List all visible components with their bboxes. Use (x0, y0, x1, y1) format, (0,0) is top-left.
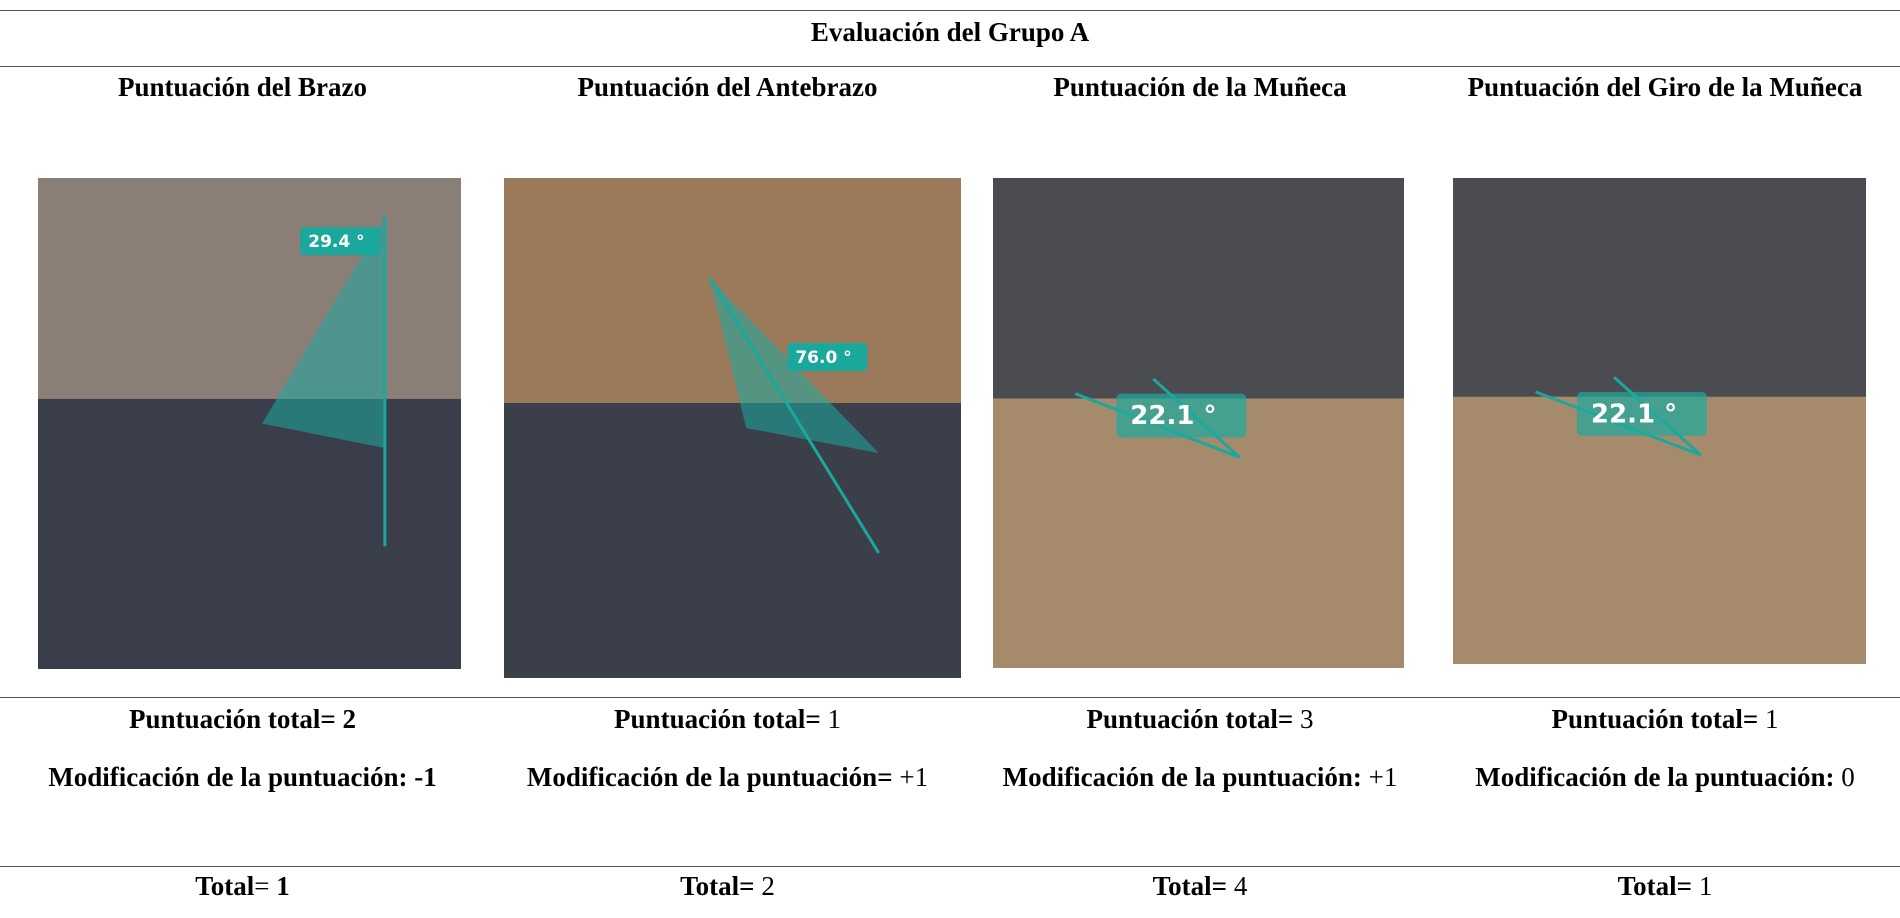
cell-text: 0 (1841, 762, 1855, 792)
table-cell: Puntuación total= 2 (10, 692, 475, 746)
angle-label: 76.0 ° (795, 348, 851, 368)
cell-text: Puntuación total= 2 (129, 704, 356, 734)
angle-box (1116, 393, 1247, 438)
cell-text: Modificación de la puntuación: -1 (48, 762, 437, 792)
table-cell: Total= 4 (980, 859, 1420, 913)
photo-region (504, 403, 961, 678)
cell-text: Total (195, 871, 255, 901)
table-cell: Total= 1 (1440, 859, 1890, 913)
angle-wedge (709, 278, 879, 453)
rule (0, 697, 1900, 698)
cell-text: Modificación de la puntuación= (526, 762, 900, 792)
column-header: Puntuación del Brazo (117, 72, 367, 102)
column-header: Puntuación de la Muñeca (1053, 72, 1347, 102)
table-cell: Modificación de la puntuación: -1 (10, 750, 475, 804)
angle-label: 22.1 ° (1591, 399, 1677, 429)
photo: 22.1 ° (1453, 178, 1866, 664)
photo-region (38, 398, 461, 669)
column-header: Puntuación del Antebrazo (577, 72, 878, 102)
table-cell: Modificación de la puntuación: +1 (980, 750, 1420, 804)
table-cell: Total= 2 (495, 859, 960, 913)
table-cell: Puntuación total= 1 (1440, 692, 1890, 746)
cell-text: Modificación de la puntuación: (1475, 762, 1842, 792)
cell-text: Total= (1617, 871, 1699, 901)
angle-label: 22.1 ° (1130, 401, 1216, 431)
angle-box (1576, 391, 1707, 436)
photo: 76.0 ° (504, 178, 961, 678)
rule (0, 66, 1900, 67)
cell-text: 1 (276, 871, 290, 901)
table-cell: Puntuación total= 1 (495, 692, 960, 746)
cell-text: Puntuación total= (614, 704, 828, 734)
cell-text: 1 (827, 704, 841, 734)
table-cell: Modificación de la puntuación= +1 (495, 750, 960, 804)
cell-text: 1 (1698, 871, 1713, 901)
cell-text: +1 (899, 762, 929, 792)
angle-wedge (262, 217, 385, 449)
cell-text: Total= (680, 871, 762, 901)
cell-text: Total= (1152, 871, 1234, 901)
angle-box (787, 343, 868, 371)
photo: 22.1 ° (993, 178, 1404, 668)
cell-text: 1 (1764, 704, 1779, 734)
cell-text: Puntuación total= (1551, 704, 1765, 734)
photo: 29.4 ° (38, 178, 461, 669)
table-title: Evaluación del Grupo A (810, 17, 1090, 47)
cell-text: = (254, 871, 277, 901)
table-cell: Puntuación total= 3 (980, 692, 1420, 746)
angle-line (708, 277, 881, 554)
column-header: Puntuación del Giro de la Muñeca (1467, 72, 1863, 102)
cell-text: 3 (1299, 704, 1314, 734)
rule (0, 10, 1900, 11)
table-cell: Modificación de la puntuación: 0 (1440, 750, 1890, 804)
cell-text: 2 (761, 871, 775, 901)
table-cell: Total= 1 (10, 859, 475, 913)
photo-region (1453, 396, 1866, 664)
angle-box (300, 227, 381, 256)
cell-text: +1 (1368, 762, 1398, 792)
cell-text: Modificación de la puntuación: (1002, 762, 1369, 792)
photo-region (993, 398, 1404, 668)
cell-text: 4 (1233, 871, 1248, 901)
cell-text: Puntuación total= (1086, 704, 1300, 734)
rule (0, 866, 1900, 867)
angle-label: 29.4 ° (308, 232, 364, 252)
